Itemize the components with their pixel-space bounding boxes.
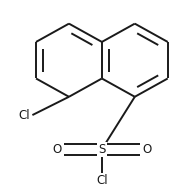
Text: Cl: Cl: [18, 109, 30, 122]
Text: Cl: Cl: [96, 174, 108, 187]
Text: O: O: [142, 143, 151, 156]
Text: O: O: [52, 143, 62, 156]
Text: S: S: [98, 143, 106, 156]
